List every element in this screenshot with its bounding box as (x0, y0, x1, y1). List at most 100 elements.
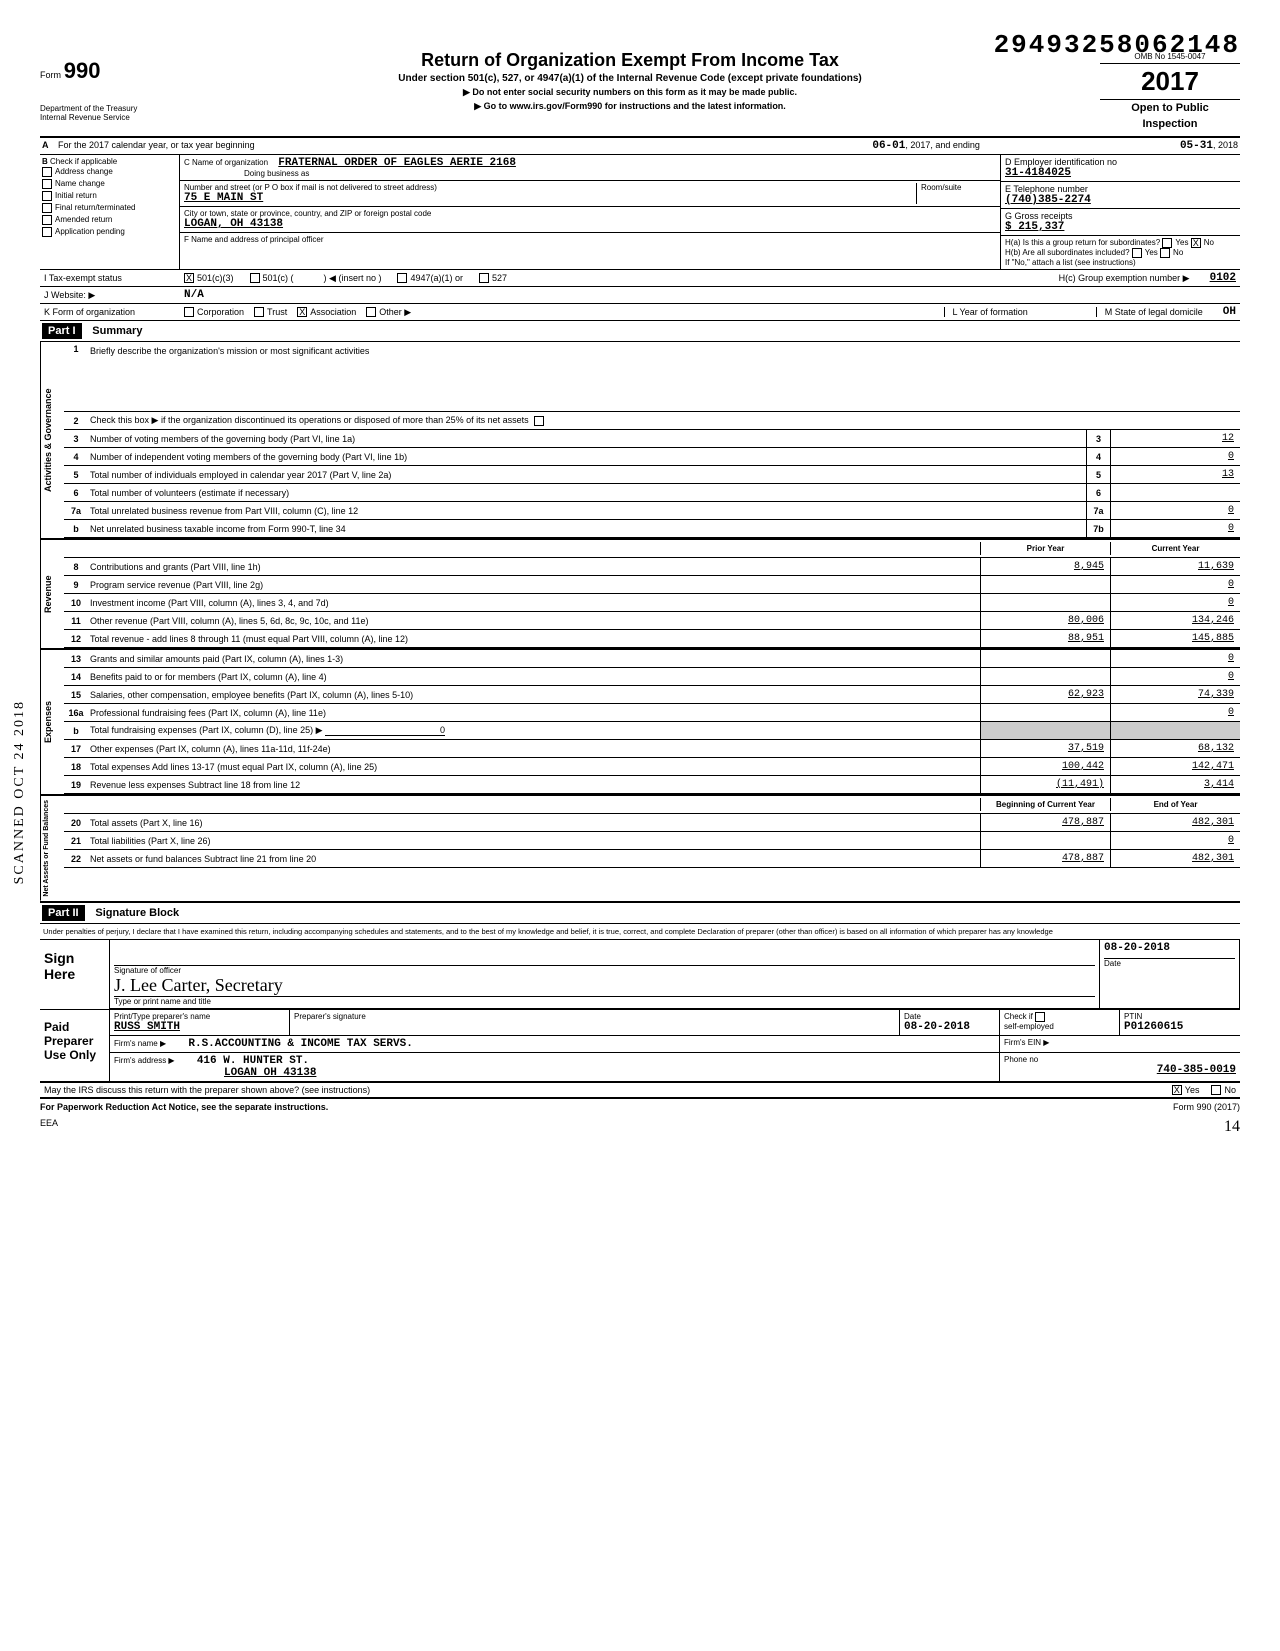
row-a-tax-year: A For the 2017 calendar year, or tax yea… (40, 138, 1240, 155)
irs-label: Internal Revenue Service (40, 113, 160, 122)
line4-label: Number of independent voting members of … (88, 450, 1086, 464)
firm-name-value: R.S.ACCOUNTING & INCOME TAX SERVS. (188, 1038, 412, 1050)
line18-prior: 100,442 (980, 758, 1110, 775)
name-change: Name change (55, 179, 105, 188)
part1-header: Part I (42, 323, 82, 339)
end-year-header: End of Year (1110, 798, 1240, 811)
line15-current: 74,339 (1110, 686, 1240, 703)
line20-end: 482,301 (1110, 814, 1240, 831)
checkbox-amended[interactable] (42, 215, 52, 225)
line9-label: Program service revenue (Part VIII, line… (88, 578, 980, 592)
line19-current: 3,414 (1110, 776, 1240, 793)
line16a-current: 0 (1110, 704, 1240, 721)
checkbox-discuss-no[interactable] (1211, 1085, 1221, 1095)
checkbox-pending[interactable] (42, 227, 52, 237)
prep-sig-label: Preparer's signature (294, 1012, 366, 1021)
527: 527 (492, 273, 507, 283)
ha-no: No (1204, 238, 1214, 247)
form-note1: ▶ Do not enter social security numbers o… (160, 87, 1100, 98)
hc-value: 0102 (1210, 272, 1236, 284)
gross-value: $ 215,337 (1005, 221, 1064, 233)
officer-name-label: Type or print name and title (114, 996, 1095, 1006)
part2-title: Signature Block (95, 907, 179, 919)
discuss-yes: Yes (1185, 1085, 1200, 1095)
line20-begin: 478,887 (980, 814, 1110, 831)
line21-begin (980, 832, 1110, 849)
line7b-value: 0 (1110, 520, 1240, 537)
checkbox-corp[interactable] (184, 307, 194, 317)
checkbox-ha-yes[interactable] (1162, 238, 1172, 248)
m-state-value: OH (1223, 306, 1236, 318)
checkbox-hb-yes[interactable] (1132, 248, 1142, 258)
line4-value: 0 (1110, 448, 1240, 465)
checkbox-hb-no[interactable] (1160, 248, 1170, 258)
prep-name-value: RUSS SMITH (114, 1021, 180, 1033)
officer-signature: J. Lee Carter, Secretary (114, 975, 283, 995)
check-applicable: Check if applicable (50, 157, 117, 166)
checkbox-4947[interactable] (397, 273, 407, 283)
line5-value: 13 (1110, 466, 1240, 483)
checkbox-trust[interactable] (254, 307, 264, 317)
begin-year-header: Beginning of Current Year (980, 798, 1110, 811)
line9-prior (980, 576, 1110, 593)
form-header: Form 990 Department of the Treasury Inte… (40, 50, 1240, 138)
line13-prior (980, 650, 1110, 667)
checkbox-501c3[interactable]: X (184, 273, 194, 283)
ha-yes: Yes (1175, 238, 1188, 247)
prep-date-value: 08-20-2018 (904, 1021, 970, 1033)
scanned-stamp: SCANNED OCT 24 2018 (12, 700, 28, 884)
form-label: Form (40, 70, 61, 80)
line16a-prior (980, 704, 1110, 721)
checkbox-other[interactable] (366, 307, 376, 317)
street-value: 75 E MAIN ST (184, 192, 263, 204)
checkbox-final-return[interactable] (42, 203, 52, 213)
check-if-label: Check if (1004, 1012, 1033, 1021)
checkbox-line2[interactable] (534, 416, 544, 426)
eea-label: EEA (40, 1118, 58, 1136)
line12-label: Total revenue - add lines 8 through 11 (… (88, 632, 980, 646)
firm-name-label: Firm's name ▶ (114, 1039, 166, 1048)
form-footer: Form 990 (2017) (1173, 1102, 1240, 1112)
checkbox-527[interactable] (479, 273, 489, 283)
checkbox-initial-return[interactable] (42, 191, 52, 201)
form-note2: ▶ Go to www.irs.gov/Form990 for instruct… (160, 101, 1100, 112)
form-title: Return of Organization Exempt From Incom… (160, 50, 1100, 71)
checkbox-self-employed[interactable] (1035, 1012, 1045, 1022)
checkbox-name-change[interactable] (42, 179, 52, 189)
initial-return: Initial return (55, 191, 97, 200)
irs-discuss-label: May the IRS discuss this return with the… (44, 1085, 370, 1095)
row-k-label: K Form of organization (44, 307, 184, 317)
form-subtitle: Under section 501(c), 527, or 4947(a)(1)… (160, 73, 1100, 84)
checkbox-address-change[interactable] (42, 167, 52, 177)
ptin-value: P01260615 (1124, 1021, 1183, 1033)
line7a-label: Total unrelated business revenue from Pa… (88, 504, 1086, 518)
line10-current: 0 (1110, 594, 1240, 611)
m-state-domicile: M State of legal domicile (1096, 307, 1211, 317)
line6-label: Total number of volunteers (estimate if … (88, 486, 1086, 500)
label-b: B (42, 157, 48, 166)
line21-label: Total liabilities (Part X, line 26) (88, 834, 980, 848)
line8-prior: 8,945 (980, 558, 1110, 575)
sign-date-value: 08-20-2018 (1104, 942, 1170, 954)
hb-yes: Yes (1145, 248, 1158, 257)
officer-sig-label: Signature of officer (114, 965, 1095, 975)
line6-value (1110, 484, 1240, 501)
amended-return: Amended return (55, 215, 112, 224)
h-note: If "No," attach a list (see instructions… (1005, 258, 1136, 267)
l-year-formation: L Year of formation (944, 307, 1036, 317)
firm-phone-label: Phone no (1004, 1055, 1038, 1064)
checkbox-assoc[interactable]: X (297, 307, 307, 317)
checkbox-501c[interactable] (250, 273, 260, 283)
other: Other ▶ (379, 307, 411, 318)
side-revenue: Revenue (40, 540, 64, 648)
page-number: 14 (1224, 1118, 1240, 1136)
checkbox-discuss-yes[interactable]: X (1172, 1085, 1182, 1095)
hb-no: No (1173, 248, 1183, 257)
sign-here-label: SignHere (40, 940, 110, 1009)
checkbox-ha-no[interactable]: X (1191, 238, 1201, 248)
line3-label: Number of voting members of the governin… (88, 432, 1086, 446)
part1-title: Summary (92, 325, 142, 337)
org-name: FRATERNAL ORDER OF EAGLES AERIE 2168 (278, 157, 516, 169)
line8-current: 11,639 (1110, 558, 1240, 575)
line17-label: Other expenses (Part IX, column (A), lin… (88, 742, 980, 756)
